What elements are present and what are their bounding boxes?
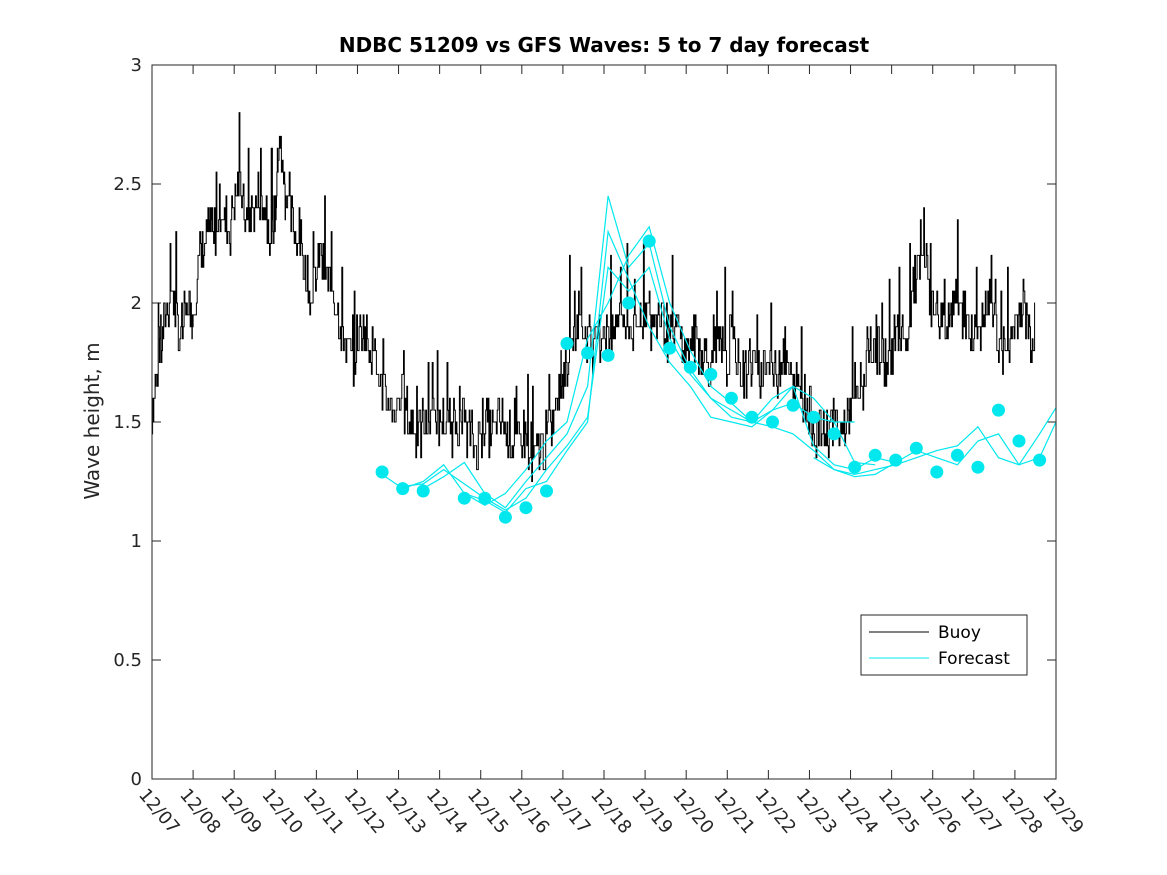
forecast-marker [416,484,430,498]
forecast-marker [992,403,1005,417]
forecast-run-line [422,195,896,509]
forecast-marker [519,501,533,515]
forecast-run-line [381,229,855,514]
forecast-marker [1033,453,1047,467]
forecast-marker [766,415,779,429]
forecast-marker [827,427,841,441]
chart-title: NDBC 51209 vs GFS Waves: 5 to 7 day fore… [339,33,870,57]
y-tick-label: 1.5 [113,412,142,433]
y-tick-label: 2 [131,293,142,314]
forecast-marker [540,484,553,498]
forecast-marker [745,410,759,424]
y-tick-label: 0.5 [113,650,142,671]
forecast-markers [375,234,1047,524]
forecast-marker [478,491,492,505]
y-axis-label: Wave height, m [80,342,104,499]
y-tick-label: 2.5 [113,174,142,195]
legend-forecast-label: Forecast [938,649,1010,669]
y-tick-labels: 0 0.5 1 1.5 2 2.5 3 [113,55,142,790]
forecast-marker [683,360,697,374]
buoy-line [151,112,1036,482]
legend: Buoy Forecast [860,614,1028,676]
forecast-run-line [813,421,1057,478]
forecast-marker [622,296,636,310]
forecast-marker [889,453,903,467]
buoy-series [151,112,1036,482]
y-tick-label: 0 [131,769,142,790]
forecast-marker [581,346,595,360]
y-tick-label: 1 [131,531,142,552]
forecast-marker [601,348,615,362]
forecast-marker [807,410,821,424]
forecast-marker [375,465,389,479]
forecast-marker [396,482,410,496]
forecast-marker [971,460,985,474]
forecast-marker [704,367,718,381]
forecast-run-line [463,225,1057,506]
forecast-marker [868,448,882,462]
legend-box [860,614,1028,676]
forecast-marker [642,234,656,248]
forecast-marker [560,337,574,350]
plot-frame [151,64,1057,780]
forecast-marker [457,491,471,505]
forecast-marker [930,465,944,479]
forecast-marker [786,398,800,412]
forecast-marker [498,510,512,524]
y-tick-label: 3 [131,55,142,76]
legend-buoy-label: Buoy [938,623,981,643]
forecast-marker [909,441,923,455]
forecast-marker [724,391,738,405]
forecast-marker [1012,434,1026,448]
forecast-marker [663,341,677,355]
forecast-marker [848,460,862,474]
forecast-marker [950,448,964,462]
axis-ticks [151,64,1057,780]
